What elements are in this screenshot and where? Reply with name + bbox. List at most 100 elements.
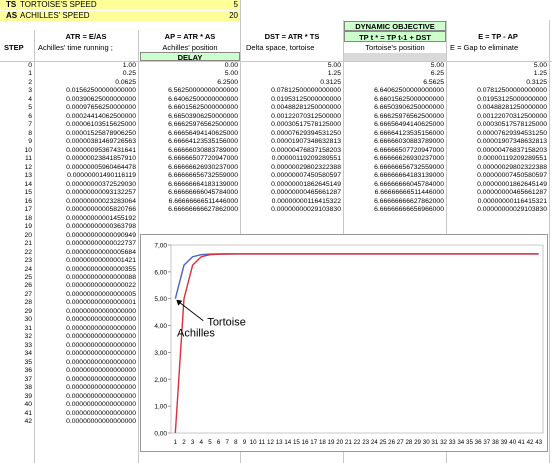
table-cell-atr[interactable]: 0.00000095367431641 (66, 146, 136, 154)
as-value[interactable]: 20 (229, 11, 238, 20)
table-cell-s[interactable]: 11 (24, 155, 32, 163)
table-cell-dst[interactable]: 5.00 (327, 62, 341, 69)
table-cell-s[interactable]: 42 (24, 418, 32, 426)
table-cell-dst[interactable]: 0.00000000116415322 (271, 197, 341, 205)
table-cell-s[interactable]: 33 (24, 341, 32, 349)
table-cell-tp[interactable]: 6.66666656732559000 (374, 163, 444, 171)
table-cell-ap[interactable]: 6.64062500000000000 (168, 95, 238, 103)
table-cell-s[interactable]: 3 (28, 87, 32, 95)
table-cell-s[interactable]: 13 (24, 172, 32, 180)
table-cell-ap[interactable]: 6.66666626930237000 (168, 163, 238, 171)
table-cell-dst[interactable]: 0.00000029802322388 (271, 163, 341, 171)
table-cell-ap[interactable]: 6.66666666045784000 (168, 189, 238, 197)
table-cell-s[interactable]: 25 (24, 274, 32, 281)
table-cell-ap[interactable]: 6.66666656732559000 (168, 172, 238, 180)
table-cell-e[interactable]: 0.00488281250000000 (477, 104, 547, 112)
table-cell-ap[interactable]: 6.66625976562500000 (168, 121, 238, 129)
table-cell-e[interactable]: 0.00000029802322388 (477, 163, 547, 171)
table-cell-dst[interactable]: 0.3125 (320, 78, 341, 86)
table-cell-s[interactable]: 20 (24, 231, 32, 239)
table-cell-s[interactable]: 12 (24, 163, 32, 171)
table-cell-e[interactable]: 0.00000007450580597 (477, 172, 547, 180)
table-cell-s[interactable]: 39 (24, 392, 32, 400)
table-cell-atr[interactable]: 0.00000000000000000 (66, 409, 136, 417)
table-cell-atr[interactable]: 0.00000000000000000 (66, 350, 136, 358)
table-cell-ap[interactable]: 6.66656494140625000 (168, 129, 238, 137)
table-cell-atr[interactable]: 0.00000000000000000 (66, 341, 136, 349)
table-cell-atr[interactable]: 0.00001525878906250 (66, 129, 136, 137)
table-cell-s[interactable]: 19 (24, 223, 32, 231)
table-cell-ap[interactable]: 6.66666664183139000 (168, 180, 238, 188)
table-cell-s[interactable]: 32 (24, 333, 32, 341)
table-cell-s[interactable]: 7 (28, 121, 32, 129)
table-cell-atr[interactable]: 0.00000001490116119 (67, 172, 136, 180)
table-cell-atr[interactable]: 0.00000000000000355 (66, 265, 136, 273)
table-cell-atr[interactable]: 0.00000000000001421 (66, 257, 136, 265)
table-cell-s[interactable]: 26 (24, 282, 32, 290)
table-cell-tp[interactable]: 6.66503906250000000 (374, 104, 444, 112)
table-cell-s[interactable]: 38 (24, 384, 32, 392)
table-cell-dst[interactable]: 0.01953125000000000 (271, 95, 341, 103)
table-cell-e[interactable]: 0.00007629394531250 (477, 129, 547, 137)
table-cell-e[interactable]: 0.00122070312500000 (477, 112, 547, 120)
table-cell-s[interactable]: 29 (24, 307, 32, 315)
table-cell-dst[interactable]: 0.00000119209289551 (271, 155, 341, 163)
table-cell-tp[interactable]: 6.66666030883789000 (374, 138, 444, 146)
table-cell-atr[interactable]: 0.00000000000000000 (66, 316, 136, 324)
table-cell-dst[interactable]: 0.07812500000000000 (271, 87, 341, 95)
table-cell-s[interactable]: 17 (24, 206, 32, 214)
table-cell-e[interactable] (448, 223, 547, 231)
table-cell-tp[interactable]: 6.66666666045784000 (374, 180, 444, 188)
table-cell-ap[interactable]: 6.66666030883789000 (168, 146, 238, 154)
table-cell-atr[interactable]: 0.00000023841857910 (66, 155, 136, 163)
table-cell-dst[interactable]: 0.00007629394531250 (271, 129, 341, 137)
table-cell-atr[interactable]: 0.00000000005820766 (66, 206, 136, 214)
table-cell-atr[interactable]: 0.00000000000000000 (66, 367, 136, 375)
table-cell-atr[interactable]: 0.00097656250000000 (66, 104, 136, 112)
table-cell-atr[interactable]: 0.00390625000000000 (66, 95, 136, 103)
table-cell-s[interactable]: 22 (24, 248, 32, 256)
table-cell-atr[interactable]: 0.00000000093132257 (66, 189, 136, 197)
table-cell-s[interactable]: 4 (28, 95, 32, 103)
table-cell-ap[interactable] (140, 215, 238, 223)
table-cell-atr[interactable]: 0.00000000000000000 (66, 401, 136, 409)
table-cell-ap[interactable]: 0.00 (224, 62, 238, 69)
table-cell-tp[interactable]: 6.5625 (423, 78, 444, 86)
ts-value[interactable]: 5 (233, 0, 238, 9)
table-cell-s[interactable]: 23 (24, 257, 32, 265)
table-cell-e[interactable] (448, 215, 547, 223)
table-cell-ap[interactable]: 5.00 (224, 70, 238, 78)
table-cell-ap[interactable]: 6.56250000000000000 (168, 87, 238, 95)
table-cell-atr[interactable]: 0.00000000000000000 (66, 307, 136, 315)
table-cell-s[interactable]: 24 (24, 265, 32, 273)
table-cell-atr[interactable]: 0.00000000000005684 (66, 248, 136, 256)
table-cell-atr[interactable]: 0.00000000000000000 (66, 384, 136, 392)
table-cell-e[interactable]: 0.00000001862645149 (477, 180, 547, 188)
table-cell-ap[interactable]: 6.66666666511446000 (168, 197, 238, 205)
table-cell-e[interactable]: 0.00000000116415321 (477, 197, 547, 205)
table-cell-s[interactable]: 10 (24, 146, 32, 154)
table-cell-atr[interactable]: 0.00000000000363798 (66, 223, 136, 231)
table-cell-e[interactable]: 0.00000000029103830 (477, 206, 547, 214)
table-cell-tp[interactable]: 6.66666626930237000 (374, 155, 444, 163)
table-cell-atr[interactable]: 0.00000381469726563 (66, 138, 136, 146)
table-cell-atr[interactable]: 0.00000000000000000 (66, 324, 136, 332)
table-cell-s[interactable]: 14 (24, 180, 32, 188)
table-cell-atr[interactable]: 0.00000000000000000 (66, 358, 136, 366)
table-cell-dst[interactable] (242, 215, 341, 223)
table-cell-atr[interactable]: 0.25 (122, 70, 136, 78)
table-cell-tp[interactable]: 6.66664123535156000 (374, 129, 444, 137)
table-cell-s[interactable]: 18 (24, 214, 32, 222)
table-cell-dst[interactable]: 0.00030517578125000 (271, 121, 341, 129)
table-cell-s[interactable]: 15 (24, 189, 32, 197)
table-cell-ap[interactable] (140, 223, 238, 231)
table-cell-dst[interactable]: 0.00488281250000000 (271, 104, 341, 112)
table-cell-s[interactable]: 2 (28, 78, 32, 86)
table-cell-tp[interactable]: 6.66666664183139000 (374, 172, 444, 180)
table-cell-atr[interactable]: 0.00000000023283064 (66, 197, 136, 205)
table-cell-s[interactable]: 28 (24, 299, 32, 307)
table-cell-dst[interactable]: 0.00001907348632813 (271, 138, 341, 146)
table-cell-s[interactable]: 9 (28, 138, 32, 146)
table-cell-s[interactable]: 1 (28, 70, 32, 78)
table-cell-s[interactable]: 8 (28, 129, 32, 137)
